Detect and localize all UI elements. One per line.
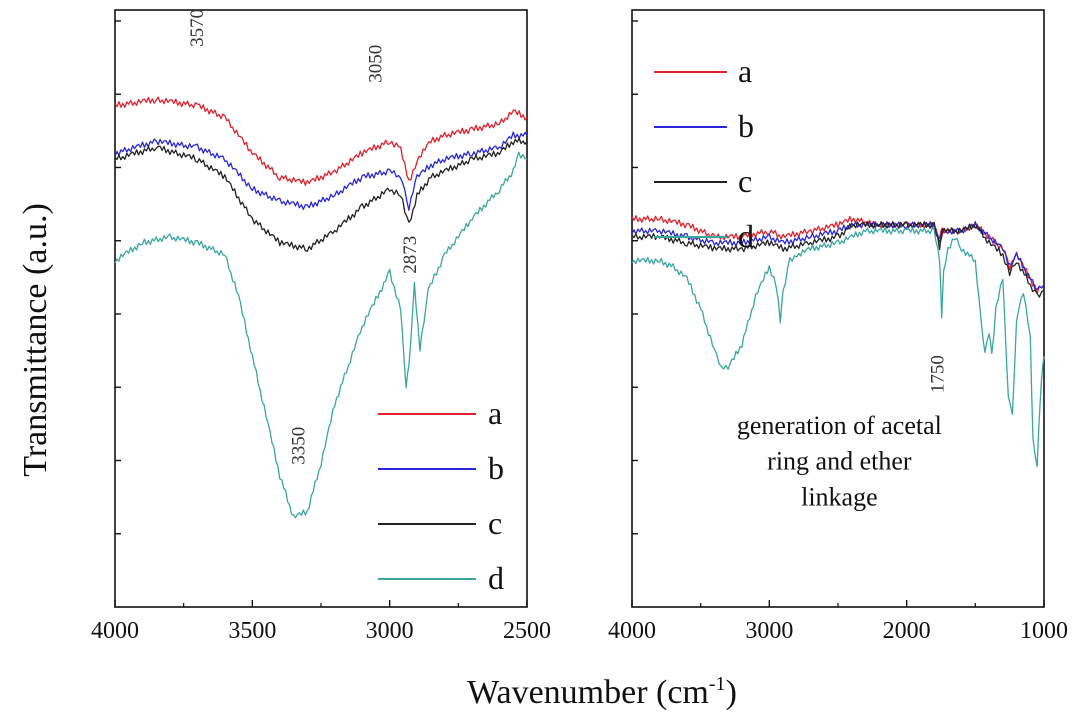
x-tick-label: 3500: [228, 618, 276, 644]
peak-label-2873: 2873: [400, 236, 421, 274]
legend-label-c: c: [488, 505, 502, 541]
x-axis-title-superscript: -1: [709, 673, 726, 695]
legend-label-d: d: [738, 218, 754, 254]
x-axis-title: Wavenumber (cm-1): [467, 673, 737, 711]
x-tick-label: 4000: [91, 618, 139, 644]
annotation-note: linkage: [801, 483, 878, 512]
peak-label-3050: 3050: [365, 45, 386, 83]
legend-label-c: c: [738, 163, 752, 199]
annotation-note: ring and ether: [767, 447, 912, 476]
legend-label-a: a: [738, 53, 752, 89]
peak-label-3350: 3350: [289, 427, 310, 465]
series-line-a: [114, 96, 528, 186]
series-line-b: [631, 221, 1045, 290]
x-axis-title-main: Wavenumber (cm: [467, 674, 709, 711]
y-axis-title: Transmittance (a.u.): [17, 203, 54, 477]
x-tick-label: 3000: [745, 618, 793, 644]
x-tick-label: 2000: [883, 618, 931, 644]
x-tick-label: 2500: [503, 618, 551, 644]
legend-label-b: b: [738, 108, 754, 144]
peak-label-1750: 1750: [928, 355, 949, 393]
plot-frame: [114, 9, 528, 608]
series-line-d: [114, 151, 528, 519]
x-tick-label: 4000: [608, 618, 656, 644]
series-line-b: [114, 131, 528, 211]
plot-frame: [631, 9, 1045, 608]
series-line-d: [631, 227, 1045, 468]
peak-label-3570: 3570: [187, 9, 208, 47]
legend-label-b: b: [488, 450, 504, 486]
annotation-note: generation of acetal: [737, 411, 942, 440]
x-axis-title-close: ): [726, 674, 737, 711]
legend-label-d: d: [488, 560, 504, 596]
series-line-a: [631, 215, 1045, 295]
x-tick-label: 3000: [366, 618, 414, 644]
legend-label-a: a: [488, 395, 502, 431]
series-line-c: [114, 137, 528, 252]
x-tick-label: 1000: [1020, 618, 1068, 644]
series-line-c: [631, 221, 1045, 298]
